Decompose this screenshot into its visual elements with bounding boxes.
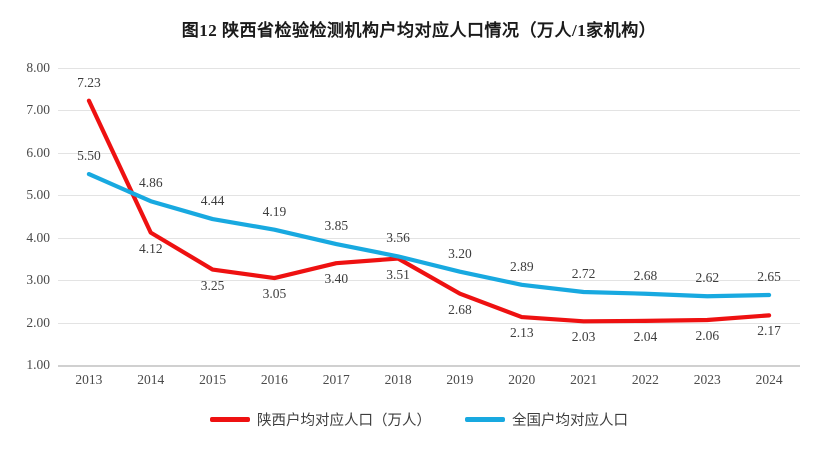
data-label: 2.17 bbox=[757, 323, 781, 339]
x-axis-tick-label: 2023 bbox=[693, 372, 721, 387]
legend-item-0[interactable]: 陕西户均对应人口（万人） bbox=[210, 409, 431, 430]
x-axis-tick-label: 2013 bbox=[75, 372, 103, 387]
legend-swatch-icon bbox=[210, 417, 250, 422]
data-label: 2.03 bbox=[571, 329, 596, 345]
data-label: 5.50 bbox=[77, 148, 101, 164]
gridline bbox=[58, 322, 800, 324]
data-label: 4.86 bbox=[138, 175, 163, 191]
y-axis-tick-label: 1.00 bbox=[26, 357, 50, 372]
data-label: 2.72 bbox=[571, 266, 596, 282]
gridline bbox=[58, 237, 800, 239]
data-label: 3.51 bbox=[386, 266, 410, 282]
x-axis-tick-label: 2014 bbox=[137, 372, 165, 387]
y-axis-tick-label: 3.00 bbox=[26, 272, 50, 288]
chart-legend: 陕西户均对应人口（万人） 全国户均对应人口 bbox=[0, 409, 838, 430]
x-axis-tick-label: 2016 bbox=[260, 372, 288, 387]
data-label: 4.19 bbox=[262, 203, 287, 219]
gridline bbox=[58, 110, 800, 112]
gridline bbox=[58, 68, 800, 69]
y-axis-tick-label: 4.00 bbox=[26, 229, 50, 245]
data-label: 3.85 bbox=[324, 218, 349, 234]
x-axis-tick-label: 2017 bbox=[322, 372, 350, 387]
data-label: 2.62 bbox=[695, 270, 720, 286]
y-axis-tick-label: 7.00 bbox=[26, 102, 50, 118]
gridline bbox=[58, 280, 800, 282]
data-label: 2.06 bbox=[695, 328, 720, 344]
data-label: 3.56 bbox=[386, 230, 410, 246]
data-label: 2.13 bbox=[509, 325, 534, 341]
data-label: 2.65 bbox=[757, 268, 781, 284]
x-axis-tick-label: 2019 bbox=[446, 372, 474, 387]
data-label: 3.40 bbox=[324, 271, 349, 287]
data-label: 2.04 bbox=[633, 328, 658, 344]
legend-label: 全国户均对应人口 bbox=[512, 413, 628, 429]
data-label: 7.23 bbox=[77, 74, 101, 90]
gridline bbox=[58, 365, 800, 367]
x-axis-tick-label: 2022 bbox=[631, 372, 659, 387]
chart-title: 图12 陕西省检验检测机构户均对应人口情况（万人/1家机构） bbox=[181, 21, 657, 40]
legend-label: 陕西户均对应人口（万人） bbox=[257, 413, 431, 429]
x-axis-tick-label: 2021 bbox=[570, 372, 598, 387]
data-label: 2.89 bbox=[509, 258, 534, 274]
gridline bbox=[58, 152, 800, 154]
plot-area bbox=[58, 68, 800, 367]
x-axis-tick-label: 2018 bbox=[384, 372, 412, 387]
data-label: 2.68 bbox=[448, 301, 472, 317]
x-axis-tick-label: 2020 bbox=[508, 372, 536, 387]
gridline bbox=[58, 195, 800, 197]
data-label: 4.12 bbox=[138, 240, 163, 256]
x-axis-tick-label: 2024 bbox=[755, 372, 783, 387]
data-label: 3.05 bbox=[262, 286, 287, 302]
data-label: 3.25 bbox=[200, 277, 225, 293]
y-axis-tick-label: 8.00 bbox=[26, 60, 50, 75]
y-axis-tick-label: 6.00 bbox=[26, 144, 50, 160]
data-label: 2.68 bbox=[633, 267, 658, 283]
x-axis-tick-label: 2015 bbox=[199, 372, 227, 387]
data-label: 3.20 bbox=[448, 245, 472, 261]
legend-item-1[interactable]: 全国户均对应人口 bbox=[465, 409, 628, 430]
y-axis-tick-label: 2.00 bbox=[26, 314, 50, 330]
legend-swatch-icon bbox=[465, 417, 505, 422]
data-label: 4.44 bbox=[200, 193, 225, 209]
y-axis-tick-label: 5.00 bbox=[26, 187, 50, 203]
